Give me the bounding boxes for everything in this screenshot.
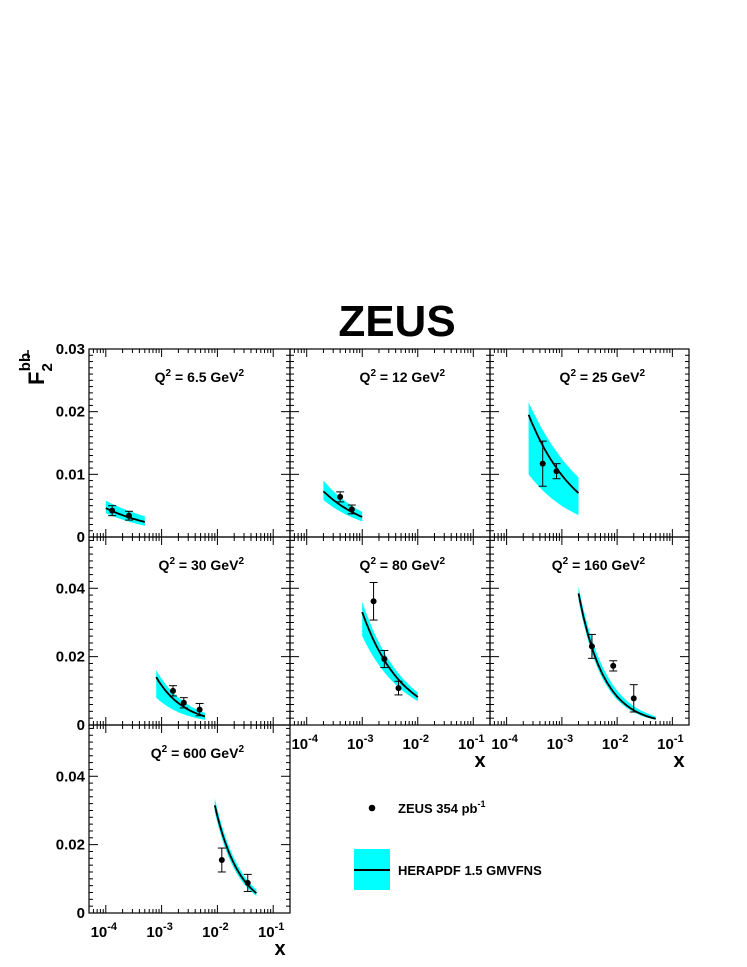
x-tick-label: 10-2 (403, 733, 429, 753)
data-point (610, 662, 617, 669)
panel-1: 0 0.01 0.02 0.03 Q2 = 6.5 GeV2 (56, 341, 291, 546)
theory-curve (361, 611, 419, 698)
data-point (125, 512, 132, 519)
legend-data-label: ZEUS 354 pb-1 (398, 799, 485, 816)
data-point (169, 687, 176, 694)
data-point (337, 493, 344, 500)
y-tick-label: 0 (77, 529, 85, 546)
q2-label: Q2 = 30 GeV2 (159, 556, 245, 573)
y-axis-label-main: F (24, 372, 49, 385)
y-tick-label: 0.02 (56, 649, 85, 666)
y-tick-label: 0.02 (56, 837, 85, 854)
theory-band (156, 670, 205, 720)
data-point (630, 695, 637, 702)
data-point (539, 460, 546, 467)
x-tick-label: 10-3 (146, 921, 172, 941)
theory-curve (213, 805, 257, 894)
data-point (244, 879, 251, 886)
theory-band (362, 601, 418, 702)
chart-title: ZEUS (338, 297, 455, 346)
y-axis-label-sup: bb (17, 353, 34, 371)
legend-data-marker (368, 804, 376, 812)
x-axis-label: x (474, 750, 485, 772)
panel-frame (88, 724, 291, 914)
panel-2: Q2 = 12 GeV2 (289, 348, 491, 538)
y-tick-label: 0.04 (56, 580, 86, 597)
y-tick-label: 0 (77, 905, 85, 922)
data-point (553, 468, 560, 475)
x-axis-label: x (673, 750, 684, 772)
x-tick-label: 10-4 (491, 733, 518, 753)
q2-label: Q2 = 6.5 GeV2 (155, 368, 245, 385)
data-point (370, 598, 377, 605)
q2-label: Q2 = 80 GeV2 (360, 556, 446, 573)
panel-5: Q2 = 80 GeV2 10-4 10-3 10-2 10-1x (289, 536, 491, 772)
y-tick-label: 0.04 (56, 768, 86, 785)
panel-frame (489, 536, 690, 726)
y-tick-label: 0.03 (56, 341, 85, 358)
q2-label: Q2 = 12 GeV2 (360, 368, 446, 385)
data-point (218, 857, 225, 864)
x-tick-label: 10-3 (547, 733, 573, 753)
theory-curve (577, 593, 656, 720)
q2-label: Q2 = 160 GeV2 (552, 556, 646, 573)
y-axis-label-sub: 2 (39, 363, 56, 371)
data-point (395, 685, 402, 692)
data-point (196, 706, 203, 713)
y-tick-label: 0.01 (56, 466, 85, 483)
data-point (109, 507, 116, 514)
legend-theory-label: HERAPDF 1.5 GMVFNS (398, 863, 542, 878)
theory-band (528, 402, 579, 516)
data-point (348, 506, 355, 513)
panel-4: 0 0.02 0.04 Q2 = 30 GeV2 (56, 536, 291, 734)
x-tick-label: 10-1 (657, 733, 683, 753)
y-tick-label: 0 (77, 717, 85, 734)
panels: 0 0.01 0.02 0.03 Q2 = 6.5 GeV2 Q2 = 12 GeV2 Q2… (56, 341, 690, 960)
svg-text:F2bb: F2 bb (17, 353, 56, 385)
q2-label: Q2 = 25 GeV2 (560, 368, 646, 385)
legend: ZEUS 354 pb-1 HERAPDF 1.5 GMVFNS (354, 799, 542, 890)
panel-3: Q2 = 25 GeV2 (489, 348, 690, 538)
x-tick-label: 10-2 (602, 733, 628, 753)
theory-band (578, 586, 656, 720)
panel-6: Q2 = 160 GeV2 10-4 10-3 10-2 10-1x (489, 536, 690, 772)
x-tick-label: 10-4 (91, 921, 118, 941)
panel-7: 0 0.02 0.04 Q2 = 600 GeV2 10-4 10-3 10-2 10-1x (56, 724, 291, 960)
x-axis-label: x (274, 938, 285, 960)
data-point (180, 699, 187, 706)
y-tick-label: 0.02 (56, 404, 85, 421)
data-point (381, 656, 388, 663)
theory-band (214, 798, 257, 896)
x-tick-label: 10-3 (347, 733, 373, 753)
data-point (588, 643, 595, 650)
y-axis-label: F2 bb (17, 350, 56, 385)
x-tick-label: 10-4 (291, 733, 318, 753)
x-tick-label: 10-1 (458, 733, 484, 753)
x-tick-label: 10-1 (258, 921, 284, 941)
theory-curve (155, 676, 206, 718)
x-tick-label: 10-2 (202, 921, 228, 941)
q2-label: Q2 = 600 GeV2 (151, 744, 245, 761)
